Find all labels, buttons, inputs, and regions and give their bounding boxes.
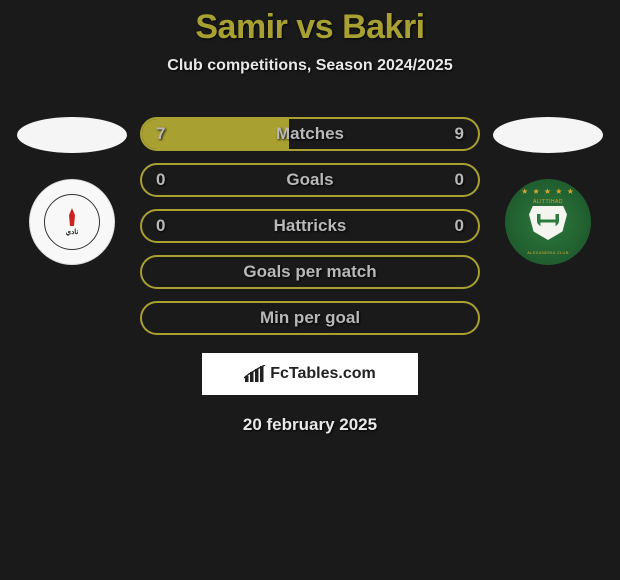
page-subtitle: Club competitions, Season 2024/2025 xyxy=(0,57,620,75)
stat-value-left: 7 xyxy=(156,124,165,144)
left-badge-inner: نادي xyxy=(44,194,100,250)
right-player-column: ★ ★ ★ ★ ★ ALITTIHAD ALEXANDRIA CLUB xyxy=(488,117,608,265)
stat-bars: 7 Matches 9 0 Goals 0 0 Hattricks 0 Goals per mat… xyxy=(140,117,480,335)
stat-label: Goals per match xyxy=(243,262,376,282)
left-player-column: نادي xyxy=(12,117,132,265)
widget-root: Samir vs Bakri Club competitions, Season… xyxy=(0,0,620,435)
date-label: 20 february 2025 xyxy=(0,415,620,435)
right-badge-bottom-text: ALEXANDRIA CLUB xyxy=(527,250,568,255)
stars-icon: ★ ★ ★ ★ ★ xyxy=(513,187,583,196)
stat-value-right: 0 xyxy=(455,216,464,236)
brand-link[interactable]: FcTables.com xyxy=(202,353,418,395)
right-club-badge: ★ ★ ★ ★ ★ ALITTIHAD ALEXANDRIA CLUB xyxy=(505,179,591,265)
right-flag-plate xyxy=(493,117,603,153)
stat-bar: 0 Hattricks 0 xyxy=(140,209,480,243)
stat-bar: Goals per match xyxy=(140,255,480,289)
stat-label: Matches xyxy=(276,124,344,144)
stat-label: Goals xyxy=(286,170,333,190)
left-flag-plate xyxy=(17,117,127,153)
stat-value-left: 0 xyxy=(156,216,165,236)
stats-area: نادي 7 Matches 9 0 Goals 0 0 Hattricks 0 Goals pe… xyxy=(0,117,620,335)
left-club-badge: نادي xyxy=(29,179,115,265)
stat-bar: 7 Matches 9 xyxy=(140,117,480,151)
bar-chart-icon xyxy=(244,365,266,383)
shield-icon xyxy=(529,206,567,240)
stat-bar: Min per goal xyxy=(140,301,480,335)
stat-bar: 0 Goals 0 xyxy=(140,163,480,197)
brand-text: FcTables.com xyxy=(270,365,376,383)
page-title: Samir vs Bakri xyxy=(0,8,620,47)
right-badge-top-text: ALITTIHAD xyxy=(533,199,563,205)
stat-value-right: 0 xyxy=(455,170,464,190)
stat-label: Hattricks xyxy=(274,216,347,236)
stat-label: Min per goal xyxy=(260,308,360,328)
stat-value-left: 0 xyxy=(156,170,165,190)
stat-value-right: 9 xyxy=(455,124,464,144)
left-badge-text: نادي xyxy=(66,228,79,236)
flame-icon xyxy=(67,208,77,226)
